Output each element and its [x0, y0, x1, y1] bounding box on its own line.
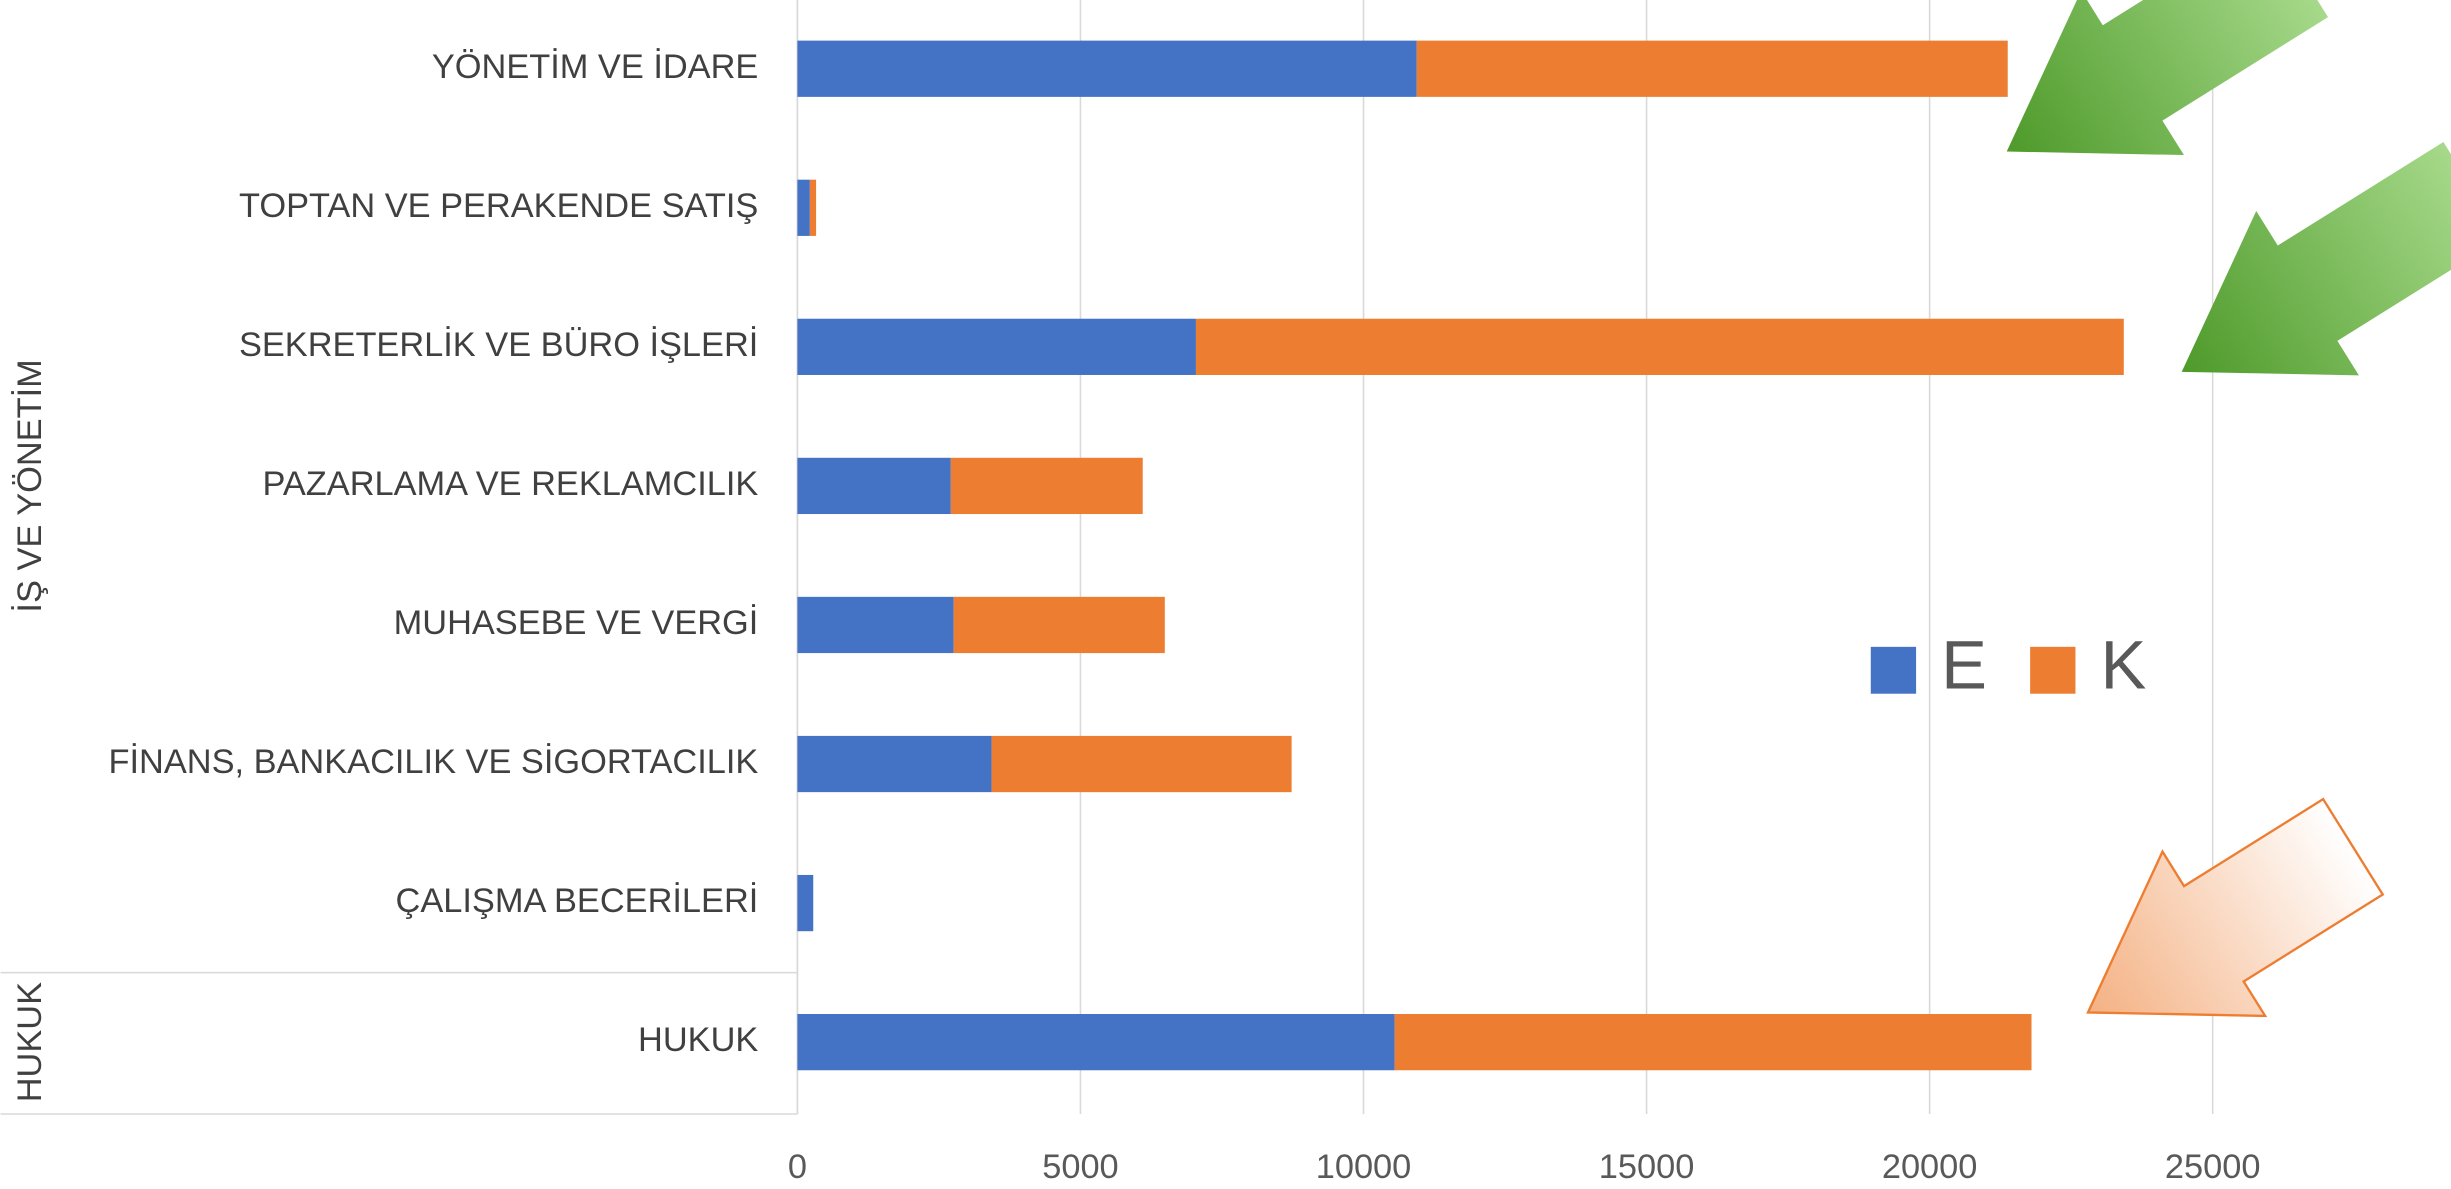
bar-segment: [1395, 1014, 2032, 1070]
x-tick-label: 5000: [1042, 1148, 1118, 1186]
bar-segment: [1196, 319, 2124, 375]
legend-label: E: [1941, 626, 1987, 703]
arrow: [2037, 765, 2405, 1095]
page: 0 5000 10000 15000 20000 25000 İŞ VE YÖNETİM HU…: [0, 0, 2451, 1189]
bar-segment: [954, 597, 1165, 653]
arrow: [2130, 108, 2451, 454]
category-label: ÇALIŞMA BECERİLERİ: [396, 881, 759, 920]
bar-segment: [1417, 41, 2008, 97]
bar-segment: [797, 41, 1416, 97]
legend-swatch: [2030, 647, 2075, 694]
bar-segment: [810, 180, 816, 236]
x-tick-label: 25000: [2165, 1148, 2261, 1186]
x-tick-label: 0: [788, 1148, 807, 1186]
x-tick-label: 20000: [1882, 1148, 1978, 1186]
bar-segment: [797, 458, 950, 514]
category-label: HUKUK: [638, 1021, 758, 1059]
category-label: PAZARLAMA VE REKLAMCILIK: [263, 465, 759, 503]
x-tick-label: 10000: [1316, 1148, 1412, 1186]
legend-label: K: [2100, 626, 2146, 703]
bar-segment: [797, 875, 813, 931]
bar-segment: [797, 597, 953, 653]
chart: 0 5000 10000 15000 20000 25000 İŞ VE YÖNETİM HU…: [0, 0, 2451, 1189]
category-label: SEKRETERLİK VE BÜRO İŞLERİ: [239, 325, 758, 364]
bar-segment: [797, 180, 809, 236]
group-label: İŞ VE YÖNETİM: [10, 359, 49, 612]
group-label: HUKUK: [11, 982, 49, 1102]
bar-segment: [797, 319, 1196, 375]
x-tick-label: 15000: [1599, 1148, 1695, 1186]
bar-segment: [797, 736, 991, 792]
bar-segment: [951, 458, 1143, 514]
category-label: TOPTAN VE PERAKENDE SATIŞ: [239, 187, 758, 225]
bar-segment: [992, 736, 1292, 792]
bar-segment: [797, 1014, 1394, 1070]
arrow: [1955, 0, 2349, 234]
legend-swatch: [1871, 647, 1916, 694]
category-label: FİNANS, BANKACILIK VE SİGORTACILIK: [109, 742, 759, 781]
decoration: [1955, 0, 2451, 1095]
category-label: YÖNETİM VE İDARE: [432, 47, 758, 86]
category-label: MUHASEBE VE VERGİ: [394, 603, 759, 642]
